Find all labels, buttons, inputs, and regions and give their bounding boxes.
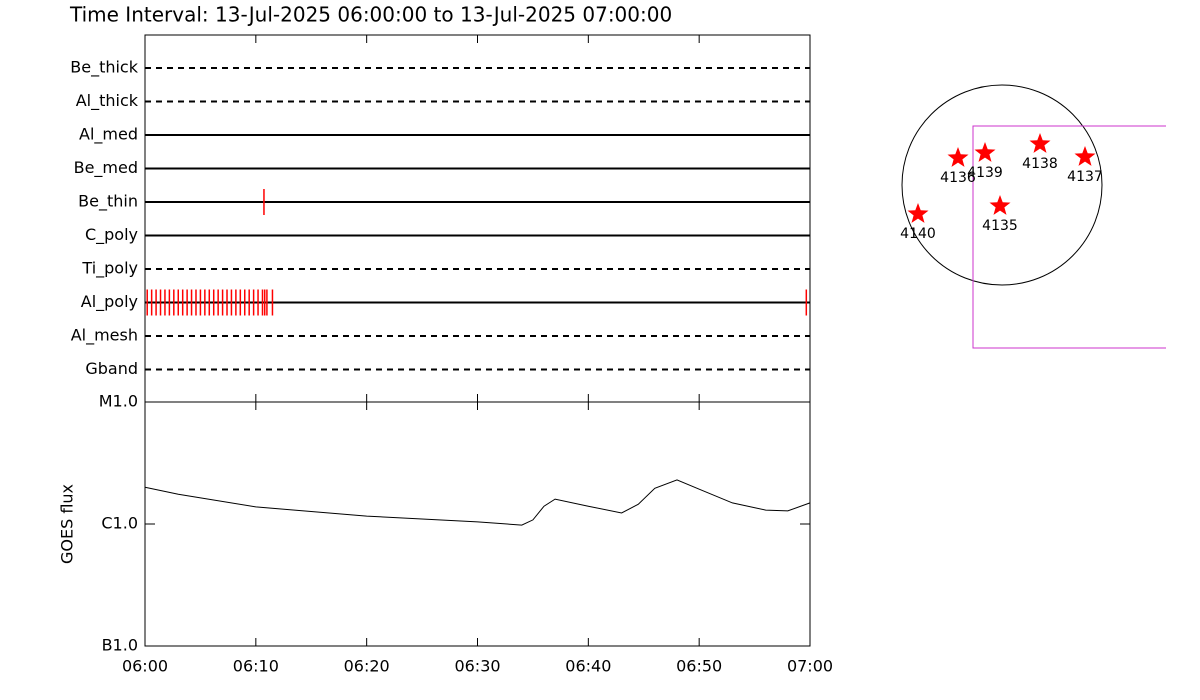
x-tick-label: 07:00 bbox=[787, 657, 833, 676]
row-label: Al_med bbox=[79, 125, 138, 145]
fov-box bbox=[972, 125, 1166, 349]
sunspot-label: 4136 bbox=[940, 170, 976, 186]
row-label: C_poly bbox=[85, 225, 138, 245]
row-label: Al_poly bbox=[81, 292, 138, 312]
sunspot-marker bbox=[907, 203, 929, 223]
row-label: Ti_poly bbox=[81, 259, 138, 279]
x-tick-label: 06:00 bbox=[122, 657, 168, 676]
solar-disk bbox=[901, 84, 1103, 286]
sunspot-label: 4138 bbox=[1022, 156, 1058, 172]
sunspot-label: 4140 bbox=[900, 226, 936, 242]
x-tick-label: 06:30 bbox=[454, 657, 500, 676]
sunspot-label: 4137 bbox=[1067, 169, 1103, 185]
y-tick-label: C1.0 bbox=[101, 514, 138, 533]
sunspot-marker bbox=[947, 147, 969, 167]
goes-frame bbox=[144, 401, 811, 647]
sunspot-marker bbox=[1074, 146, 1096, 166]
sunspot-label: 4139 bbox=[967, 165, 1003, 181]
row-label: Gband bbox=[85, 359, 138, 378]
y-axis-label: GOES flux bbox=[58, 484, 77, 564]
y-tick-label: M1.0 bbox=[99, 392, 138, 411]
row-label: Be_thick bbox=[70, 58, 138, 78]
y-tick-label: B1.0 bbox=[102, 636, 138, 655]
x-tick-label: 06:50 bbox=[676, 657, 722, 676]
timeline-frame bbox=[144, 34, 811, 403]
chart-title: Time Interval: 13-Jul-2025 06:00:00 to 1… bbox=[69, 3, 672, 27]
x-tick-label: 06:10 bbox=[233, 657, 279, 676]
row-label: Al_mesh bbox=[71, 326, 138, 346]
row-label: Be_med bbox=[74, 158, 138, 178]
sunspot-marker bbox=[1029, 133, 1051, 153]
sunspot-label: 4135 bbox=[982, 218, 1018, 234]
sunspot-marker bbox=[989, 195, 1011, 215]
row-label: Be_thin bbox=[78, 192, 138, 212]
x-tick-label: 06:20 bbox=[344, 657, 390, 676]
goes-curve bbox=[144, 479, 811, 526]
row-label: Al_thick bbox=[76, 91, 139, 111]
x-tick-label: 06:40 bbox=[565, 657, 611, 676]
sunspot-marker bbox=[974, 142, 996, 162]
